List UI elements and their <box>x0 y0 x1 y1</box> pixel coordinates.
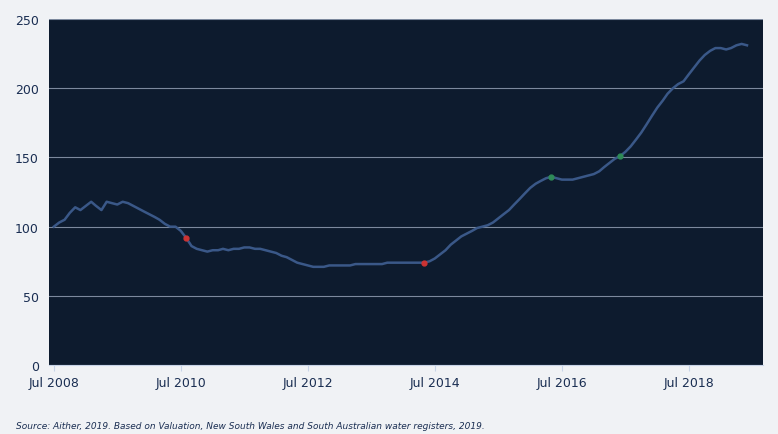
Text: Source: Aither, 2019. Based on Valuation, New South Wales and South Australian w: Source: Aither, 2019. Based on Valuation… <box>16 421 485 430</box>
